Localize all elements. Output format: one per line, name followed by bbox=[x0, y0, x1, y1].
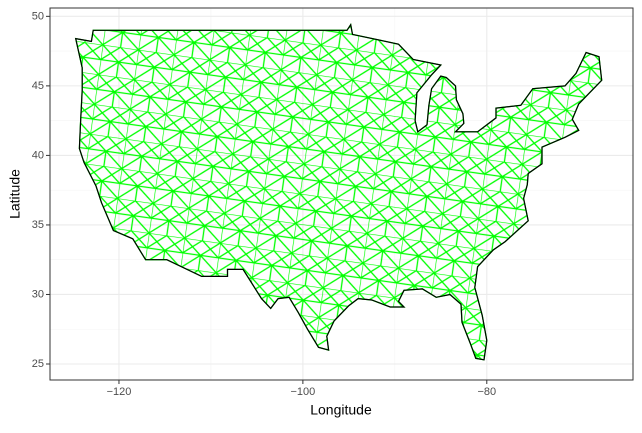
x-tick-label: −120 bbox=[107, 386, 132, 398]
x-tick-label: −80 bbox=[477, 386, 496, 398]
y-tick-label: 50 bbox=[32, 10, 44, 22]
x-axis-title: Longitude bbox=[310, 402, 372, 418]
country-outline bbox=[74, 23, 603, 361]
y-tick-label: 40 bbox=[32, 149, 44, 161]
y-tick-label: 25 bbox=[32, 358, 44, 370]
y-tick-label: 30 bbox=[32, 288, 44, 300]
y-tick-label: 45 bbox=[32, 80, 44, 92]
y-tick-label: 35 bbox=[32, 219, 44, 231]
panel-border bbox=[49, 7, 634, 381]
x-tick-label: −100 bbox=[290, 386, 315, 398]
y-axis-title: Latitude bbox=[7, 169, 23, 219]
